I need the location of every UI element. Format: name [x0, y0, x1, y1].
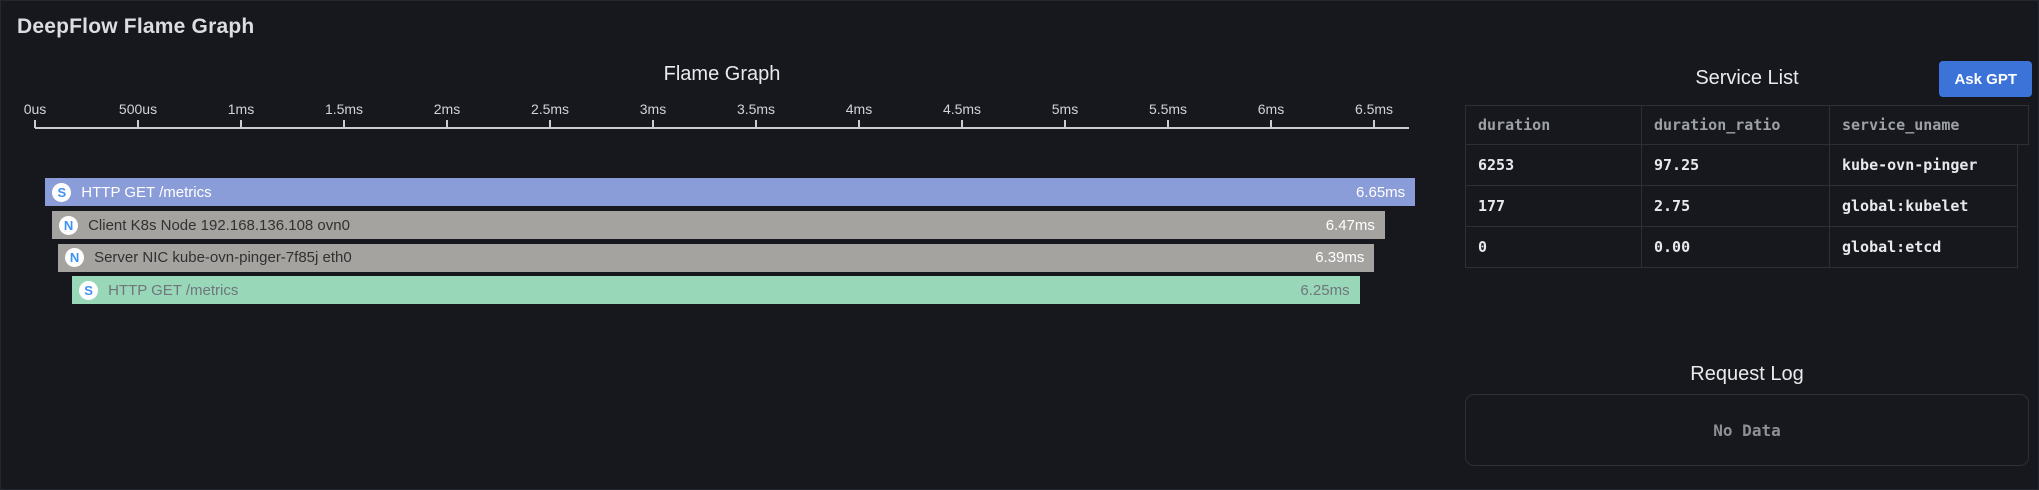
- request-log-title: Request Log: [1690, 363, 1804, 385]
- frame-left: N Server NIC kube-ovn-pinger-7f85j eth0: [58, 248, 1315, 267]
- s-badge-icon: S: [52, 182, 72, 202]
- service-table-row[interactable]: 6253 97.25 kube-ovn-pinger: [1466, 145, 2017, 186]
- axis-line: [35, 127, 1409, 129]
- cell-duration_ratio: 2.75: [1641, 186, 1829, 226]
- frame-left: N Client K8s Node 192.168.136.108 ovn0: [52, 215, 1326, 235]
- axis-tick-mark: [34, 120, 36, 128]
- flame-graph-title: Flame Graph: [663, 63, 781, 85]
- axis-tick-mark: [549, 120, 551, 128]
- axis-tick-label: 4ms: [845, 101, 873, 117]
- axis-tick-label: 4.5ms: [942, 101, 982, 117]
- axis-tick-label: 1ms: [227, 101, 255, 117]
- axis-tick-label: 3.5ms: [736, 101, 776, 117]
- frame-label: Client K8s Node 192.168.136.108 ovn0: [88, 216, 350, 234]
- axis-tick-label: 0us: [23, 101, 47, 117]
- axis-tick-mark: [343, 120, 345, 128]
- request-log-empty-box: No Data: [1465, 394, 2029, 466]
- flame-frame[interactable]: N Client K8s Node 192.168.136.108 ovn0 6.4…: [52, 211, 1385, 239]
- service-table-row[interactable]: 0 0.00 global:etcd: [1466, 227, 2017, 268]
- frame-left: S HTTP GET /metrics: [72, 280, 1300, 300]
- axis-tick-mark: [1373, 120, 1375, 128]
- frame-duration: 6.39ms: [1315, 249, 1365, 266]
- frame-label: Server NIC kube-ovn-pinger-7f85j eth0: [94, 249, 352, 266]
- panel-title: DeepFlow Flame Graph: [17, 15, 255, 38]
- cell-service_uname: global:etcd: [1829, 227, 2017, 267]
- axis-tick-mark: [1270, 120, 1272, 128]
- frame-label: HTTP GET /metrics: [108, 281, 239, 299]
- flame-frame[interactable]: S HTTP GET /metrics 6.65ms: [45, 178, 1416, 206]
- frame-left: S HTTP GET /metrics: [45, 182, 1356, 202]
- cell-service_uname: kube-ovn-pinger: [1829, 145, 2017, 185]
- axis-tick-mark: [1064, 120, 1066, 128]
- axis-tick-label: 5.5ms: [1148, 101, 1188, 117]
- frame-label: HTTP GET /metrics: [81, 183, 212, 201]
- n-badge-icon: N: [59, 215, 79, 235]
- service-table-header: duration duration_ratio service_uname: [1465, 105, 2029, 145]
- axis-tick-mark: [961, 120, 963, 128]
- flame-frame[interactable]: S HTTP GET /metrics 6.25ms: [72, 276, 1360, 304]
- cell-duration: 177: [1478, 197, 1506, 215]
- ask-gpt-button[interactable]: Ask GPT: [1939, 61, 2032, 97]
- axis-tick-label: 500us: [118, 101, 158, 117]
- cell-duration: 0: [1478, 238, 1488, 256]
- service-table-body: 6253 97.25 kube-ovn-pinger 177 2.75 global:ku…: [1465, 145, 2018, 268]
- column-header-duration: duration: [1478, 116, 1551, 134]
- n-badge-icon: N: [65, 248, 85, 267]
- axis-tick-label: 6ms: [1257, 101, 1285, 117]
- cell-duration_ratio: 0.00: [1641, 227, 1829, 267]
- service-table-row[interactable]: 177 2.75 global:kubelet: [1466, 186, 2017, 227]
- cell-service_uname: global:kubelet: [1829, 186, 2017, 226]
- axis-tick-mark: [137, 120, 139, 128]
- frame-duration: 6.65ms: [1355, 183, 1406, 201]
- axis-tick-label: 6.5ms: [1354, 101, 1394, 117]
- s-badge-icon: S: [79, 280, 99, 300]
- column-header-service_uname: service_uname: [1829, 106, 2028, 144]
- service-list-title: Service List: [1695, 67, 1799, 89]
- flame-frame[interactable]: N Server NIC kube-ovn-pinger-7f85j eth0 6.…: [58, 243, 1375, 272]
- axis-tick-label: 2.5ms: [530, 101, 570, 117]
- column-header-duration_ratio: duration_ratio: [1641, 106, 1829, 144]
- axis-tick-mark: [652, 120, 654, 128]
- frame-duration: 6.25ms: [1300, 281, 1350, 299]
- axis-tick-label: 3ms: [639, 101, 667, 117]
- side-panel: Service List Ask GPT duration duration_ra…: [1465, 1, 2032, 489]
- axis-tick-label: 2ms: [433, 101, 461, 117]
- axis-tick-mark: [858, 120, 860, 128]
- axis-tick-mark: [240, 120, 242, 128]
- axis-tick-mark: [446, 120, 448, 128]
- frame-duration: 6.47ms: [1325, 216, 1375, 234]
- axis-tick-mark: [755, 120, 757, 128]
- cell-duration: 6253: [1478, 156, 1515, 174]
- axis-tick-mark: [1167, 120, 1169, 128]
- axis-tick-label: 1.5ms: [324, 101, 364, 117]
- no-data-text: No Data: [1713, 420, 1781, 440]
- axis-tick-label: 5ms: [1051, 101, 1079, 117]
- cell-duration_ratio: 97.25: [1641, 145, 1829, 185]
